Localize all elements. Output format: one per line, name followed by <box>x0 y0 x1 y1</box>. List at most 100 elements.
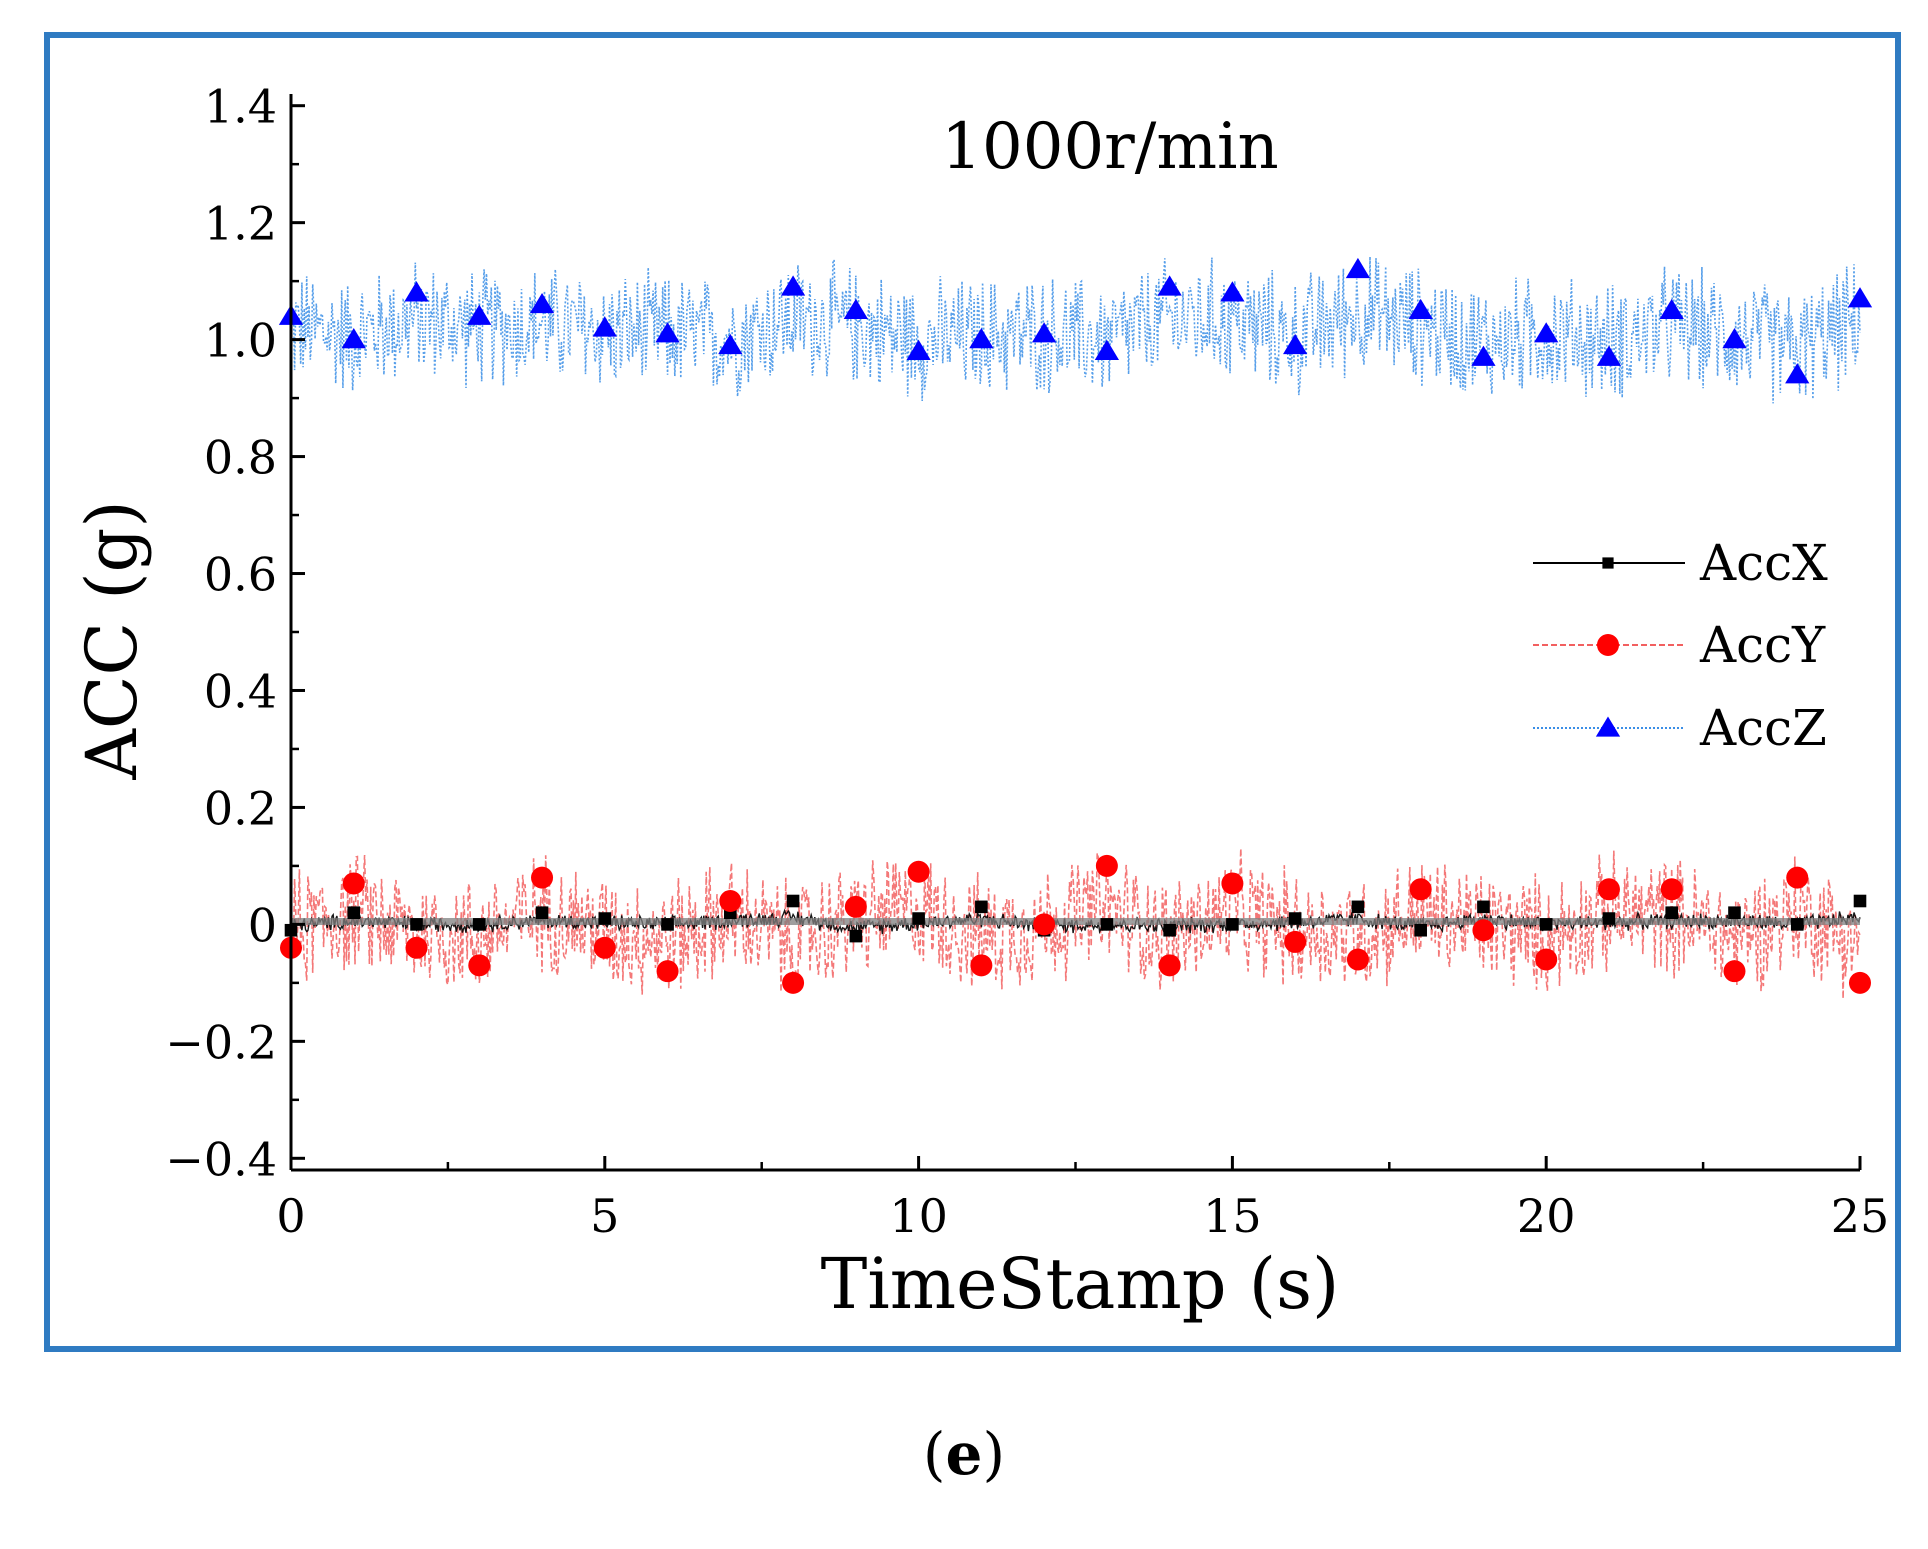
panel-label: (e) <box>0 1420 1928 1488</box>
data-point-accx-1 <box>347 906 361 919</box>
data-point-accz-19 <box>1471 345 1496 366</box>
data-point-accy-16 <box>1284 930 1307 953</box>
y-tick-label: −0.4 <box>165 1132 277 1186</box>
data-point-accz-10 <box>906 339 931 360</box>
data-point-accy-21 <box>1597 878 1620 901</box>
data-point-accz-5 <box>592 316 617 337</box>
data-point-accy-6 <box>656 960 679 983</box>
data-point-accx-15 <box>1226 918 1239 931</box>
ticks-layer: −0.4 −0.2 0 0.2 0.4 0.6 0.8 1.0 1.2 1.4 0 5 10 15 20 25 <box>165 80 1889 1243</box>
legend-entry-accy: AccY <box>1533 616 1826 674</box>
series-trace-accz <box>290 256 1861 404</box>
data-point-accz-7 <box>718 333 743 355</box>
noise-layer <box>290 256 1861 999</box>
y-tick-label: 0.6 <box>204 548 277 602</box>
y-tick-label: 0.4 <box>204 664 277 718</box>
data-point-accy-25 <box>1849 971 1871 994</box>
data-point-accy-7 <box>719 890 742 912</box>
data-point-accz-23 <box>1722 328 1747 349</box>
data-point-accz-9 <box>843 298 868 320</box>
chart-title: 1000r/min <box>941 110 1278 184</box>
y-tick-label: 0.8 <box>204 431 277 485</box>
data-point-accy-17 <box>1346 948 1369 971</box>
data-point-accz-25 <box>1847 287 1873 308</box>
data-point-accy-14 <box>1158 954 1181 977</box>
data-point-accx-2 <box>410 918 423 931</box>
data-point-accy-12 <box>1033 913 1056 936</box>
data-point-accz-12 <box>1031 322 1057 343</box>
data-point-accx-21 <box>1602 912 1616 925</box>
data-point-accx-16 <box>1288 912 1302 925</box>
legend-label-accz: AccZ <box>1699 699 1827 757</box>
data-point-accz-14 <box>1157 275 1182 296</box>
y-tick-label: 1.2 <box>204 197 277 251</box>
series-layer <box>278 257 1873 994</box>
y-tick-label: 1.4 <box>204 80 277 134</box>
data-point-accz-13 <box>1094 339 1120 360</box>
legend-marker-accz <box>1595 716 1621 737</box>
x-tick-label: 5 <box>590 1189 619 1243</box>
legend-marker-accx <box>1602 557 1614 569</box>
legend-entry-accz: AccZ <box>1533 699 1827 757</box>
data-point-accz-16 <box>1283 333 1308 355</box>
data-point-accx-8 <box>786 894 800 908</box>
data-point-accz-15 <box>1220 281 1245 302</box>
data-point-accx-9 <box>849 929 863 943</box>
data-point-accx-20 <box>1539 918 1553 931</box>
data-point-accx-14 <box>1163 923 1176 937</box>
data-point-accy-10 <box>907 860 930 883</box>
data-point-accx-17 <box>1351 900 1365 914</box>
data-point-accx-19 <box>1477 900 1490 914</box>
y-tick-label: 1.0 <box>204 314 277 368</box>
data-point-accz-1 <box>341 328 366 349</box>
data-point-accx-11 <box>975 900 988 914</box>
data-point-accy-24 <box>1786 866 1809 889</box>
data-point-accy-18 <box>1409 878 1432 901</box>
data-point-accx-18 <box>1414 923 1427 937</box>
legend-label-accy: AccY <box>1699 616 1826 674</box>
x-axis-label: TimeStamp (s) <box>821 1243 1340 1325</box>
data-point-accz-8 <box>780 275 806 296</box>
data-point-accx-22 <box>1665 906 1679 919</box>
x-tick-label: 10 <box>889 1189 948 1243</box>
data-point-accy-15 <box>1221 872 1244 895</box>
data-point-accz-20 <box>1534 322 1559 343</box>
data-point-accy-5 <box>593 936 616 959</box>
y-tick-label: 0.2 <box>204 781 277 835</box>
x-tick-label: 15 <box>1203 1189 1262 1243</box>
data-point-accz-21 <box>1596 345 1622 366</box>
y-axis-label: ACC (g) <box>71 500 153 780</box>
data-point-accz-17 <box>1345 257 1371 279</box>
y-tick-label: 0 <box>248 898 277 952</box>
data-point-accx-24 <box>1790 918 1804 931</box>
x-tick-label: 0 <box>276 1189 305 1243</box>
panel-label-letter: e <box>945 1420 983 1488</box>
data-point-accy-9 <box>844 895 867 918</box>
data-point-accz-11 <box>969 328 994 349</box>
data-point-accx-23 <box>1728 906 1741 919</box>
y-tick-label: −0.2 <box>165 1015 277 1069</box>
figure-frame <box>44 32 1901 1352</box>
data-point-accy-23 <box>1723 960 1746 983</box>
data-point-accz-6 <box>655 322 680 343</box>
x-tick-label: 20 <box>1517 1189 1576 1243</box>
x-tick-label: 25 <box>1831 1189 1890 1243</box>
data-point-accx-13 <box>1100 918 1114 931</box>
panel-label-close: ) <box>982 1420 1006 1488</box>
data-point-accy-2 <box>405 936 428 959</box>
data-point-accz-18 <box>1408 298 1433 320</box>
data-point-accy-11 <box>970 954 993 977</box>
data-point-accz-3 <box>467 304 492 325</box>
chart: −0.4 −0.2 0 0.2 0.4 0.6 0.8 1.0 1.2 1.4 0 5 10 15 20 25… <box>71 80 1889 1325</box>
data-point-accx-10 <box>912 912 925 925</box>
data-point-accy-22 <box>1660 878 1683 901</box>
data-point-accy-4 <box>531 866 554 889</box>
series-trace-accy <box>290 848 1861 999</box>
data-point-accy-19 <box>1472 919 1495 942</box>
data-point-accy-3 <box>468 954 491 977</box>
data-point-accx-3 <box>472 918 486 931</box>
axes-layer <box>289 94 1860 1172</box>
data-point-accz-22 <box>1659 298 1684 320</box>
data-point-accz-4 <box>529 292 555 314</box>
data-point-accx-4 <box>535 906 549 919</box>
